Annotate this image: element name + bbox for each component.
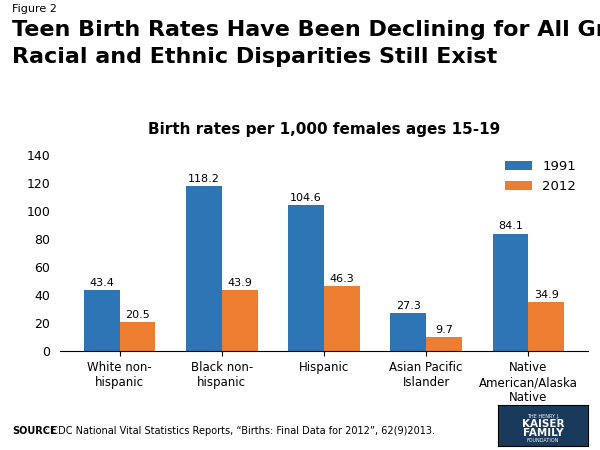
Bar [186,186,222,351]
Text: Birth rates per 1,000 females ages 15-19: Birth rates per 1,000 females ages 15-19 [148,122,500,137]
Text: 20.5: 20.5 [125,310,150,320]
Text: 84.1: 84.1 [498,221,523,231]
Bar [426,338,462,351]
Text: THE HENRY J.: THE HENRY J. [527,414,559,419]
Bar [288,205,324,351]
Text: 34.9: 34.9 [533,290,559,300]
Text: SOURCE: SOURCE [12,427,56,436]
Text: 43.4: 43.4 [89,278,115,288]
Bar [120,322,155,351]
Text: Figure 2: Figure 2 [12,4,57,14]
Bar [324,286,360,351]
Bar [84,290,120,351]
Text: 46.3: 46.3 [329,274,354,284]
Bar [222,290,257,351]
Text: FOUNDATION: FOUNDATION [527,438,559,443]
Text: KAISER: KAISER [522,419,564,429]
Bar [391,313,426,351]
Bar [528,302,564,351]
Text: 27.3: 27.3 [396,301,421,311]
Text: 43.9: 43.9 [227,278,252,288]
Text: Teen Birth Rates Have Been Declining for All Groups, but: Teen Birth Rates Have Been Declining for… [12,20,600,40]
Legend: 1991, 2012: 1991, 2012 [500,155,581,198]
Bar [493,234,528,351]
Text: 104.6: 104.6 [290,193,322,203]
Text: Racial and Ethnic Disparities Still Exist: Racial and Ethnic Disparities Still Exis… [12,47,497,67]
Text: : CDC National Vital Statistics Reports, “Births: Final Data for 2012”, 62(9)201: : CDC National Vital Statistics Reports,… [45,427,435,436]
Text: 118.2: 118.2 [188,174,220,184]
Text: 9.7: 9.7 [435,325,453,335]
Text: FAMILY: FAMILY [523,428,563,437]
